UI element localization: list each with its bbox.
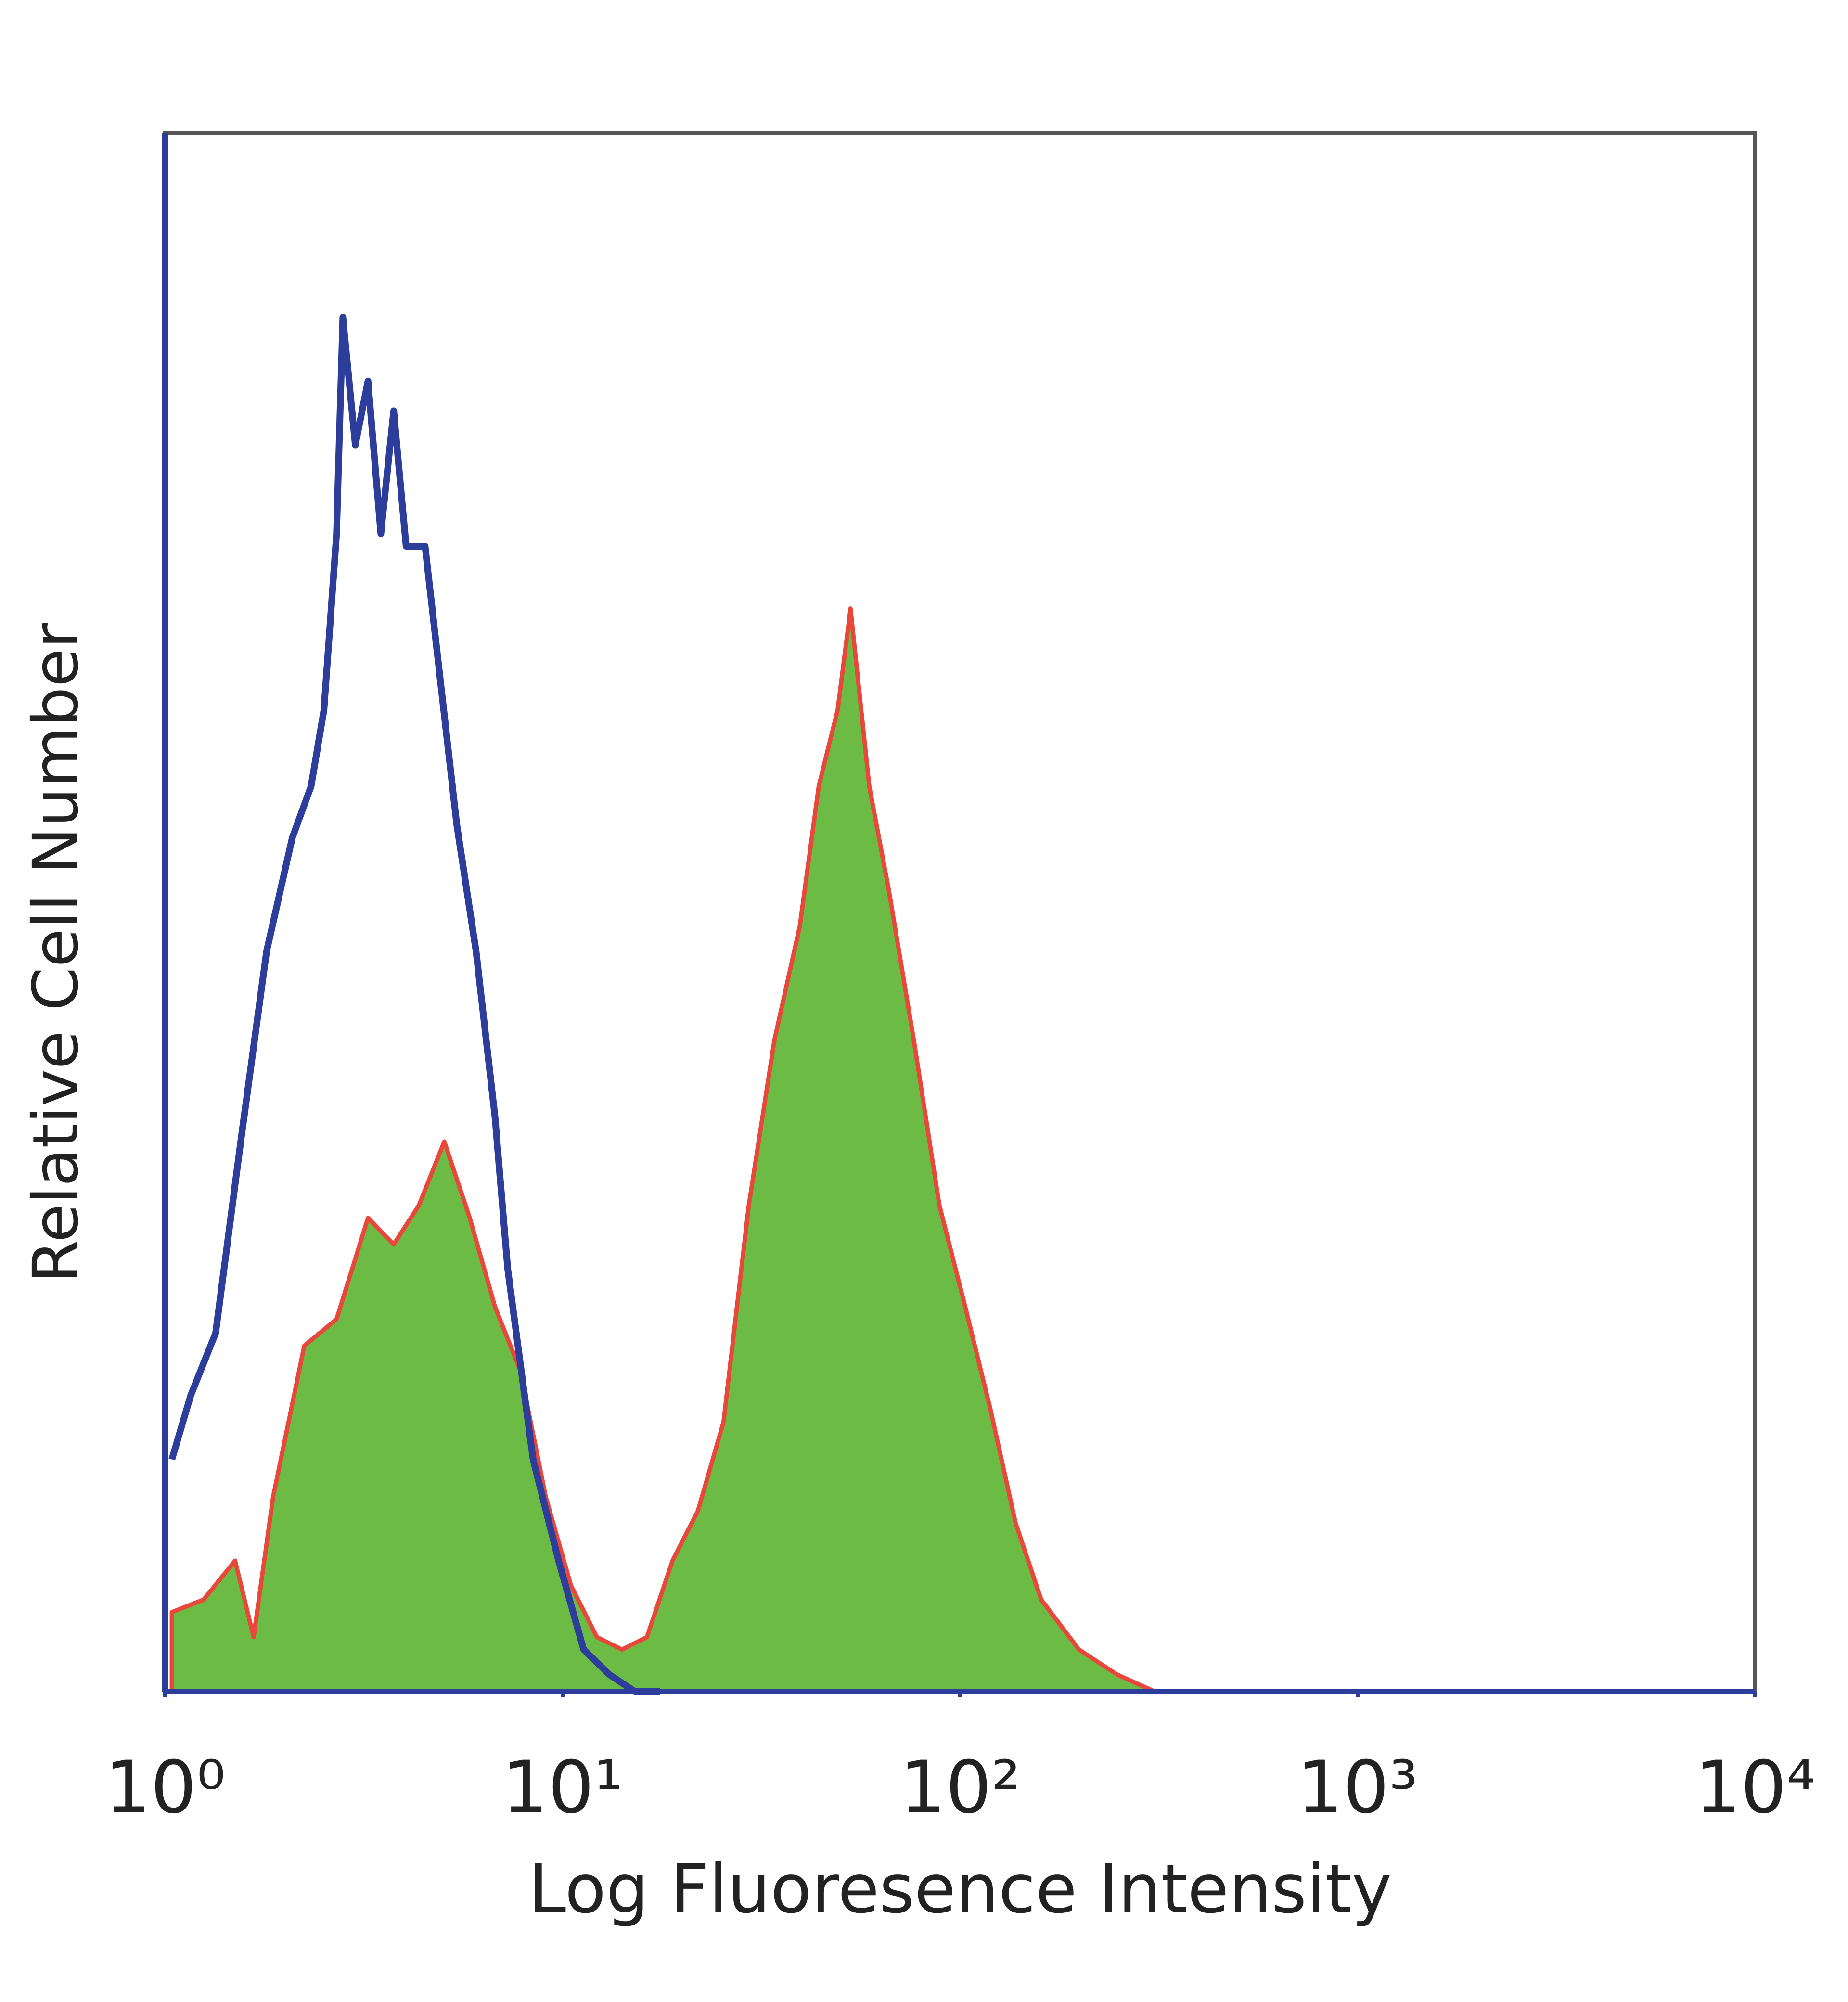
y-axis-label: Relative Cell Number [19, 622, 92, 1283]
x-tick-label: 10² [899, 1746, 1020, 1830]
histogram-area [169, 606, 1202, 1694]
x-tick-label: 10⁴ [1694, 1746, 1815, 1830]
x-tick-label: 10³ [1297, 1746, 1418, 1830]
x-axis-label: Log Fluoresence Intensity [528, 1850, 1392, 1929]
x-tick-label: 10⁰ [104, 1746, 225, 1830]
histogram-line [168, 314, 660, 1695]
x-tick-label: 10¹ [502, 1746, 623, 1830]
